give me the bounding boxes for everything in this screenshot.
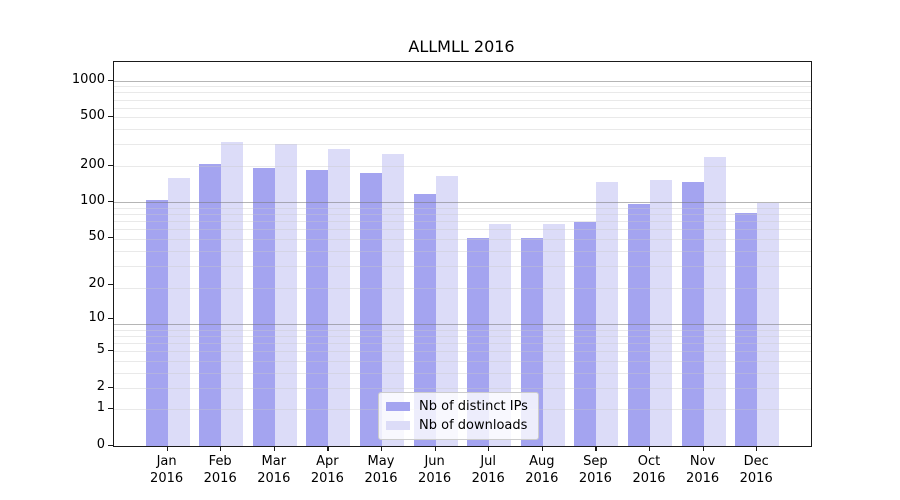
x-tick-label: Feb 2016	[203, 454, 237, 486]
y-tick-mark	[108, 318, 113, 320]
y-tick-mark	[108, 386, 113, 389]
x-tick-label: Nov 2016	[686, 454, 720, 486]
bar-nb-of-downloads-jun	[435, 175, 458, 446]
y-tick-label: 500	[80, 108, 105, 124]
y-tick-label: 5	[96, 342, 105, 358]
x-tick-mark	[595, 446, 597, 451]
bar-nb-of-distinct-ips-may	[360, 172, 382, 446]
y-tick-mark	[108, 237, 113, 239]
x-tick-mark	[702, 446, 704, 451]
y-tick-label: 200	[80, 156, 105, 172]
x-tick-label: Apr 2016	[310, 454, 344, 486]
bar-nb-of-downloads-mar	[274, 143, 297, 446]
y-tick-label: 20	[88, 276, 105, 291]
bar-nb-of-downloads-jan	[167, 177, 190, 446]
legend-swatch-downloads	[386, 421, 410, 430]
y-tick-label: 0	[96, 437, 105, 452]
legend: Nb of distinct IPs Nb of downloads	[378, 392, 539, 440]
x-tick-mark	[220, 446, 222, 451]
bar-nb-of-distinct-ips-apr	[306, 170, 329, 446]
x-tick-mark	[381, 446, 383, 451]
y-tick-mark	[108, 79, 113, 81]
legend-label-downloads: Nb of downloads	[419, 418, 528, 433]
y-tick-label: 2	[96, 378, 105, 394]
bar-nb-of-distinct-ips-oct	[628, 204, 650, 446]
bar-nb-of-distinct-ips-jun	[413, 194, 436, 446]
y-tick-label: 50	[88, 229, 105, 244]
x-tick-mark	[273, 446, 275, 451]
bar-nb-of-downloads-oct	[650, 180, 672, 446]
x-tick-mark	[541, 446, 543, 451]
x-tick-label: May 2016	[364, 454, 398, 486]
y-tick-mark	[108, 116, 113, 118]
bar-nb-of-downloads-may	[382, 153, 404, 446]
x-tick-mark	[649, 446, 651, 451]
x-tick-label: Oct 2016	[632, 454, 666, 486]
bar-nb-of-downloads-aug	[542, 223, 565, 446]
bar-nb-of-downloads-nov	[703, 157, 726, 446]
bar-nb-of-distinct-ips-dec	[735, 212, 758, 446]
y-tick-mark	[108, 445, 113, 447]
x-tick-mark	[166, 446, 168, 451]
y-tick-mark	[108, 164, 113, 166]
y-tick-mark	[108, 350, 113, 352]
x-tick-label: Sep 2016	[578, 454, 612, 486]
bar-nb-of-downloads-sep	[596, 182, 619, 446]
legend-swatch-distinct-ips	[386, 402, 410, 411]
y-tick-label: 10	[88, 310, 105, 326]
bar-nb-of-distinct-ips-feb	[199, 164, 222, 446]
x-tick-mark	[434, 446, 436, 451]
bar-nb-of-distinct-ips-mar	[252, 168, 275, 446]
bar-nb-of-distinct-ips-jan	[145, 199, 168, 446]
bar-nb-of-distinct-ips-nov	[681, 182, 704, 446]
legend-item-distinct-ips: Nb of distinct IPs	[386, 399, 528, 414]
bar-nb-of-downloads-feb	[221, 141, 244, 446]
y-tick-label: 1	[96, 400, 105, 416]
y-tick-mark	[108, 200, 113, 203]
x-tick-label: Jun 2016	[418, 454, 452, 486]
bar-nb-of-distinct-ips-sep	[574, 222, 597, 446]
bars-layer	[114, 62, 811, 446]
legend-item-downloads: Nb of downloads	[386, 418, 528, 433]
x-tick-label: Aug 2016	[525, 454, 559, 486]
x-tick-mark	[756, 446, 758, 451]
y-tick-mark	[108, 408, 113, 410]
x-tick-label: Jan 2016	[150, 454, 184, 486]
bar-nb-of-downloads-dec	[757, 202, 780, 446]
y-tick-mark	[108, 284, 113, 286]
x-tick-mark	[488, 446, 490, 451]
plot-area	[113, 61, 812, 447]
x-tick-label: Dec 2016	[739, 454, 773, 486]
y-tick-label: 100	[80, 192, 105, 208]
x-tick-label: Jul 2016	[471, 454, 505, 486]
x-tick-mark	[327, 446, 329, 451]
chart-title: ALLMLL 2016	[408, 37, 515, 56]
x-tick-label: Mar 2016	[257, 454, 291, 486]
bar-nb-of-downloads-jul	[489, 224, 512, 446]
bar-nb-of-downloads-apr	[328, 148, 351, 446]
y-tick-label: 1000	[71, 71, 105, 87]
legend-label-distinct-ips: Nb of distinct IPs	[419, 399, 528, 414]
